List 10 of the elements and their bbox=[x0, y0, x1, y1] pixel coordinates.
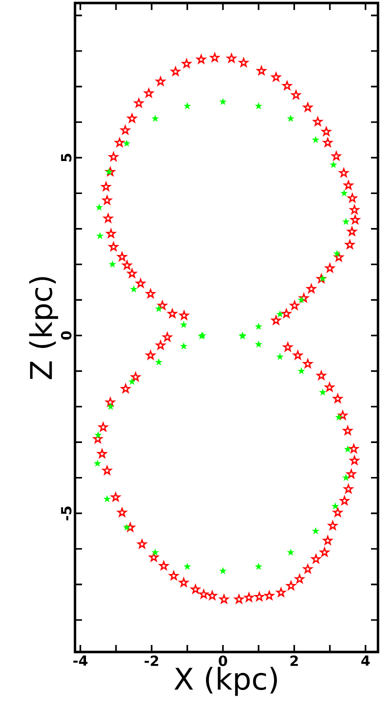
x-axis-title: X (kpc) bbox=[174, 666, 277, 696]
x-tick-label: 4 bbox=[361, 656, 370, 666]
x-tick-label: -2 bbox=[144, 656, 158, 666]
x-tick-label: -4 bbox=[73, 656, 88, 666]
x-tick-label: 2 bbox=[290, 656, 298, 666]
y-tick-label: 5 bbox=[61, 154, 72, 162]
y-tick-label: 0 bbox=[60, 331, 72, 340]
y-axis-title: Z (kpc) bbox=[29, 277, 58, 380]
y-tick-label: -5 bbox=[61, 506, 72, 520]
x-tick-label: 0 bbox=[218, 656, 228, 666]
